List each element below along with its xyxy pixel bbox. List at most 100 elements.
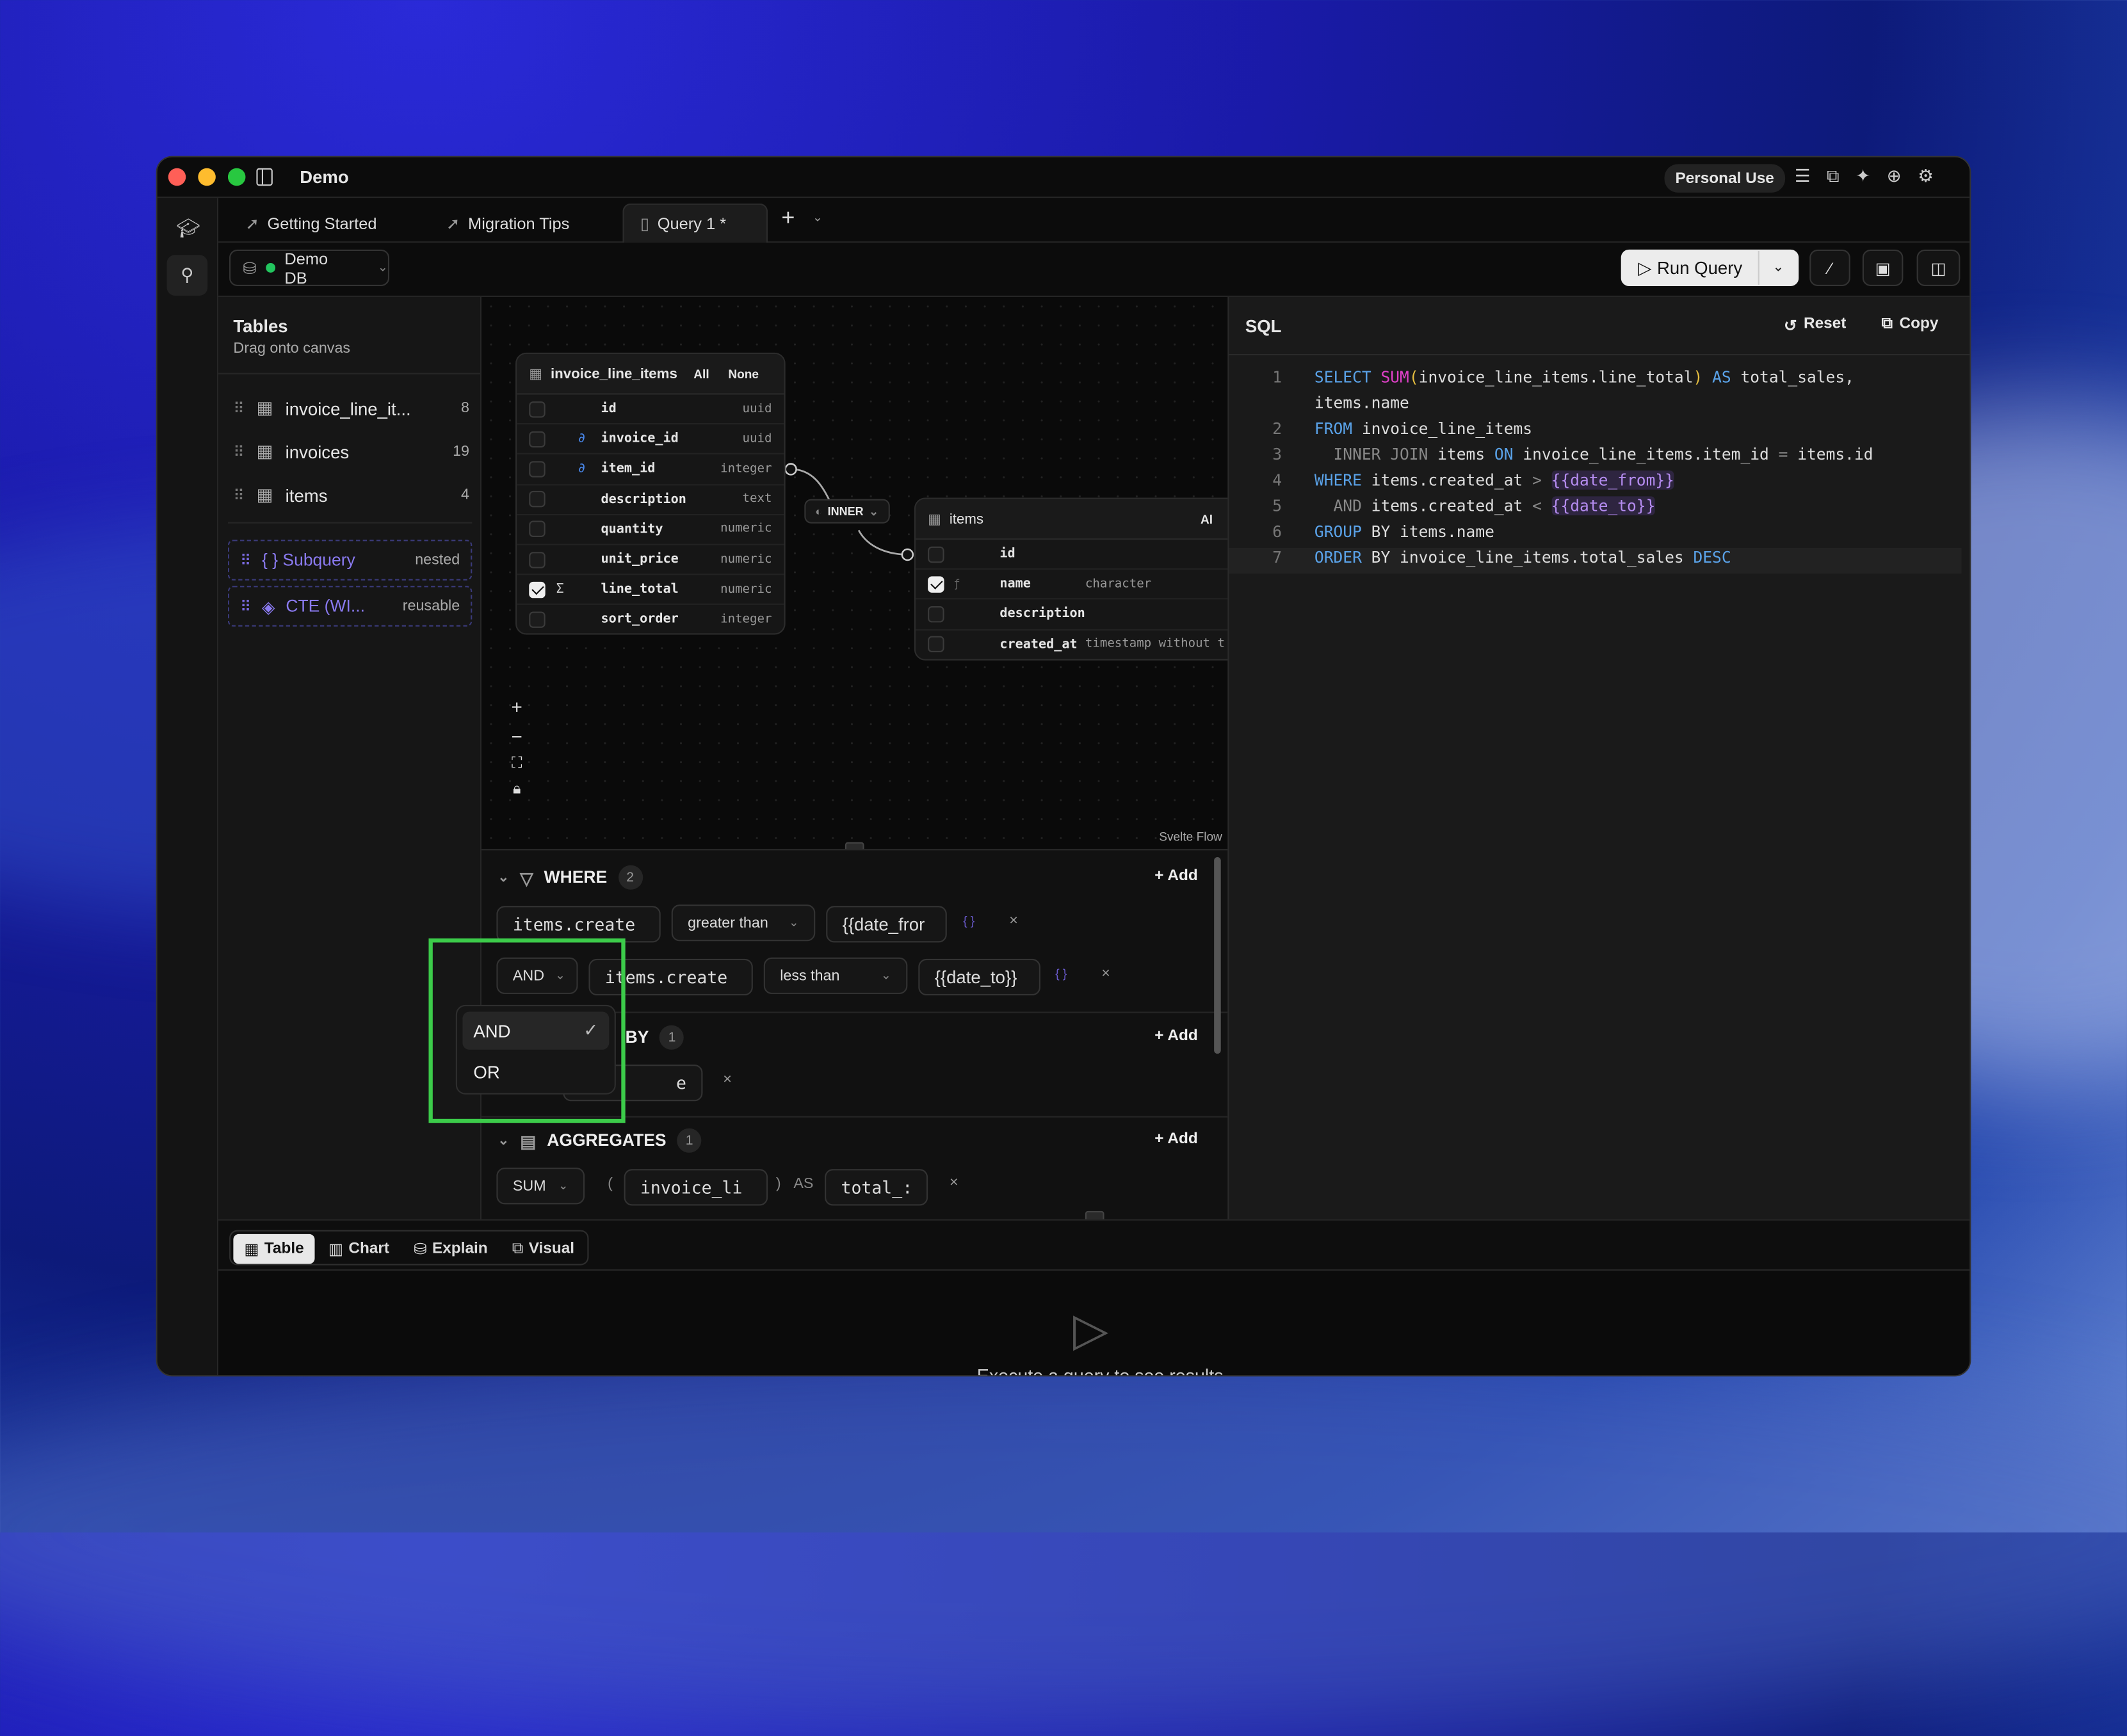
tab-menu-chevron-icon[interactable]: ⌄ (813, 210, 823, 224)
sparkles-icon[interactable]: ✦ (1856, 165, 1871, 186)
close-window-button[interactable] (168, 168, 186, 186)
table-list-item[interactable]: ⠿ ▦ items 4 (228, 479, 472, 511)
column-checkbox[interactable] (928, 636, 944, 653)
variable-braces-icon[interactable]: { } (1055, 967, 1067, 981)
aggregate-alias[interactable]: total_: (825, 1169, 928, 1206)
drag-handle-icon[interactable]: ⠿ (239, 599, 252, 615)
column-checkbox[interactable] (529, 611, 546, 628)
dropdown-option-or[interactable]: OR (462, 1052, 609, 1090)
tab-getting-started[interactable]: ➚ Getting Started (229, 204, 393, 243)
aggregate-column[interactable]: invoice_li (624, 1169, 768, 1206)
variable-braces-icon[interactable]: { } (963, 913, 975, 928)
tab-migration-tips[interactable]: ➚ Migration Tips (430, 204, 586, 243)
magic-wand-button[interactable]: ⁄ (1809, 249, 1850, 287)
column-row[interactable]: description (916, 600, 1239, 631)
column-checkbox[interactable] (928, 545, 944, 563)
plan-badge[interactable]: Personal Use (1664, 164, 1785, 193)
query-canvas[interactable]: ▦ invoice_line_items All None id uuid ∂ invo… (481, 296, 1240, 855)
zoom-out-button[interactable]: − (511, 725, 522, 748)
tab-explain[interactable]: ⛁ Explain (403, 1234, 498, 1264)
reset-button[interactable]: ↺ Reset (1784, 316, 1846, 335)
select-all-button[interactable]: Al (1200, 511, 1213, 526)
table-list-item[interactable]: ⠿ ▦ invoice_line_it... 8 (228, 392, 472, 424)
column-checkbox[interactable] (529, 431, 546, 447)
globe-icon[interactable]: ⊕ (1886, 165, 1902, 186)
tab-visual[interactable]: ⧉ Visual (501, 1234, 585, 1264)
maximize-window-button[interactable] (227, 168, 246, 186)
where-column-1[interactable]: items.create (496, 906, 661, 943)
sidebar-toggle-icon[interactable] (256, 168, 273, 186)
column-row[interactable]: id (916, 540, 1239, 570)
new-tab-button[interactable]: + (781, 204, 795, 231)
minimize-window-button[interactable] (198, 168, 216, 186)
remove-aggregate-button[interactable]: × (950, 1174, 958, 1191)
column-row[interactable]: ∂ invoice_id uuid (517, 425, 784, 455)
zoom-in-button[interactable]: + (511, 695, 522, 718)
column-row[interactable]: ∂ item_id integer (517, 455, 784, 485)
column-checkbox[interactable] (928, 606, 944, 623)
select-none-button[interactable]: None (728, 367, 759, 381)
column-checkbox[interactable] (529, 461, 546, 478)
add-group-by-button[interactable]: + Add (1154, 1027, 1198, 1045)
column-row[interactable]: ƒ name character (916, 570, 1239, 600)
checklist-icon[interactable]: ☰ (1794, 165, 1811, 186)
cte-item[interactable]: ⠿ ◈ CTE (WI... reusable (227, 586, 473, 627)
copy-button[interactable]: ⧉ Copy (1881, 316, 1938, 334)
tab-chart[interactable]: ▥ Chart (318, 1234, 400, 1264)
drag-handle-icon[interactable]: ⠿ (233, 444, 245, 461)
where-value-2[interactable]: {{date_to}} (918, 958, 1040, 996)
column-checkbox[interactable] (529, 401, 546, 417)
column-row[interactable]: created_at timestamp without t (916, 630, 1239, 659)
sitemap-icon[interactable]: ⧉ (1827, 165, 1840, 186)
group-by-section-header[interactable]: BY 1 (626, 1025, 684, 1050)
column-row[interactable]: unit_price numeric (517, 545, 784, 575)
tab-query-1[interactable]: ▯ Query 1 * (622, 203, 768, 243)
database-selector[interactable]: ⛁ Demo DB ⌄ (229, 249, 390, 287)
column-checkbox[interactable] (529, 581, 546, 598)
column-checkbox[interactable] (529, 491, 546, 508)
column-row[interactable]: id uuid (517, 395, 784, 425)
where-section-header[interactable]: ⌄ ▽ WHERE 2 (498, 865, 643, 890)
where-operator-2[interactable]: less than ⌄ (763, 957, 908, 994)
sql-editor[interactable]: 1 SELECT SUM(invoice_line_items.line_tota… (1229, 354, 1962, 1209)
column-row[interactable]: description text (517, 485, 784, 515)
svelte-flow-attribution[interactable]: Svelte Flow (1159, 830, 1222, 844)
select-all-button[interactable]: All (693, 367, 709, 381)
drag-handle-icon[interactable]: ⠿ (233, 401, 245, 417)
add-aggregate-button[interactable]: + Add (1154, 1130, 1198, 1148)
conjunction-selector[interactable]: AND ⌄ (496, 957, 578, 994)
column-checkbox[interactable] (529, 521, 546, 538)
column-row[interactable]: quantity numeric (517, 515, 784, 545)
fit-view-button[interactable]: ⛶ (512, 755, 522, 772)
column-checkbox[interactable] (529, 551, 546, 568)
dropdown-option-and[interactable]: AND ✓ (462, 1011, 610, 1050)
run-query-button[interactable]: ▷ Run Query ⌄ (1621, 249, 1799, 287)
column-checkbox[interactable] (928, 575, 944, 593)
remove-group-by-button[interactable]: × (723, 1071, 732, 1088)
aggregates-section-header[interactable]: ⌄ ▤ AGGREGATES 1 (498, 1128, 702, 1153)
query-builder-icon[interactable]: ⚲ (166, 255, 208, 296)
add-where-button[interactable]: + Add (1154, 867, 1198, 885)
where-column-2[interactable]: items.create (588, 958, 753, 996)
subquery-item[interactable]: ⠿ { } Subquery nested (227, 540, 473, 581)
drag-handle-icon[interactable]: ⠿ (233, 487, 245, 504)
column-row[interactable]: sort_order integer (517, 606, 784, 634)
tab-table[interactable]: ▦ Table (233, 1234, 315, 1264)
table-node-items[interactable]: ▦ items Al id ƒ name character description crea… (914, 497, 1240, 661)
remove-condition-button[interactable]: × (1101, 965, 1110, 982)
builder-scrollbar[interactable] (1214, 856, 1221, 1054)
join-type-selector[interactable]: ◐ INNER ⌄ (804, 499, 890, 524)
gear-icon[interactable]: ⚙ (1918, 165, 1934, 186)
remove-condition-button[interactable]: × (1009, 912, 1018, 929)
aggregate-function-selector[interactable]: SUM ⌄ (496, 1168, 585, 1205)
drag-handle-icon[interactable]: ⠿ (239, 552, 252, 569)
where-value-1[interactable]: {{date_fror (826, 906, 947, 943)
run-options-chevron-icon[interactable]: ⌄ (1772, 260, 1784, 276)
where-operator-1[interactable]: greater than ⌄ (671, 904, 816, 942)
lock-icon[interactable]: 🔒︎ (512, 781, 521, 798)
table-node-invoice-line-items[interactable]: ▦ invoice_line_items All None id uuid ∂ invo… (515, 352, 786, 635)
save-button[interactable]: ▣ (1862, 249, 1904, 287)
split-view-button[interactable]: ◫ (1916, 249, 1961, 287)
graduation-cap-icon[interactable]: 🎓︎ (176, 216, 201, 239)
